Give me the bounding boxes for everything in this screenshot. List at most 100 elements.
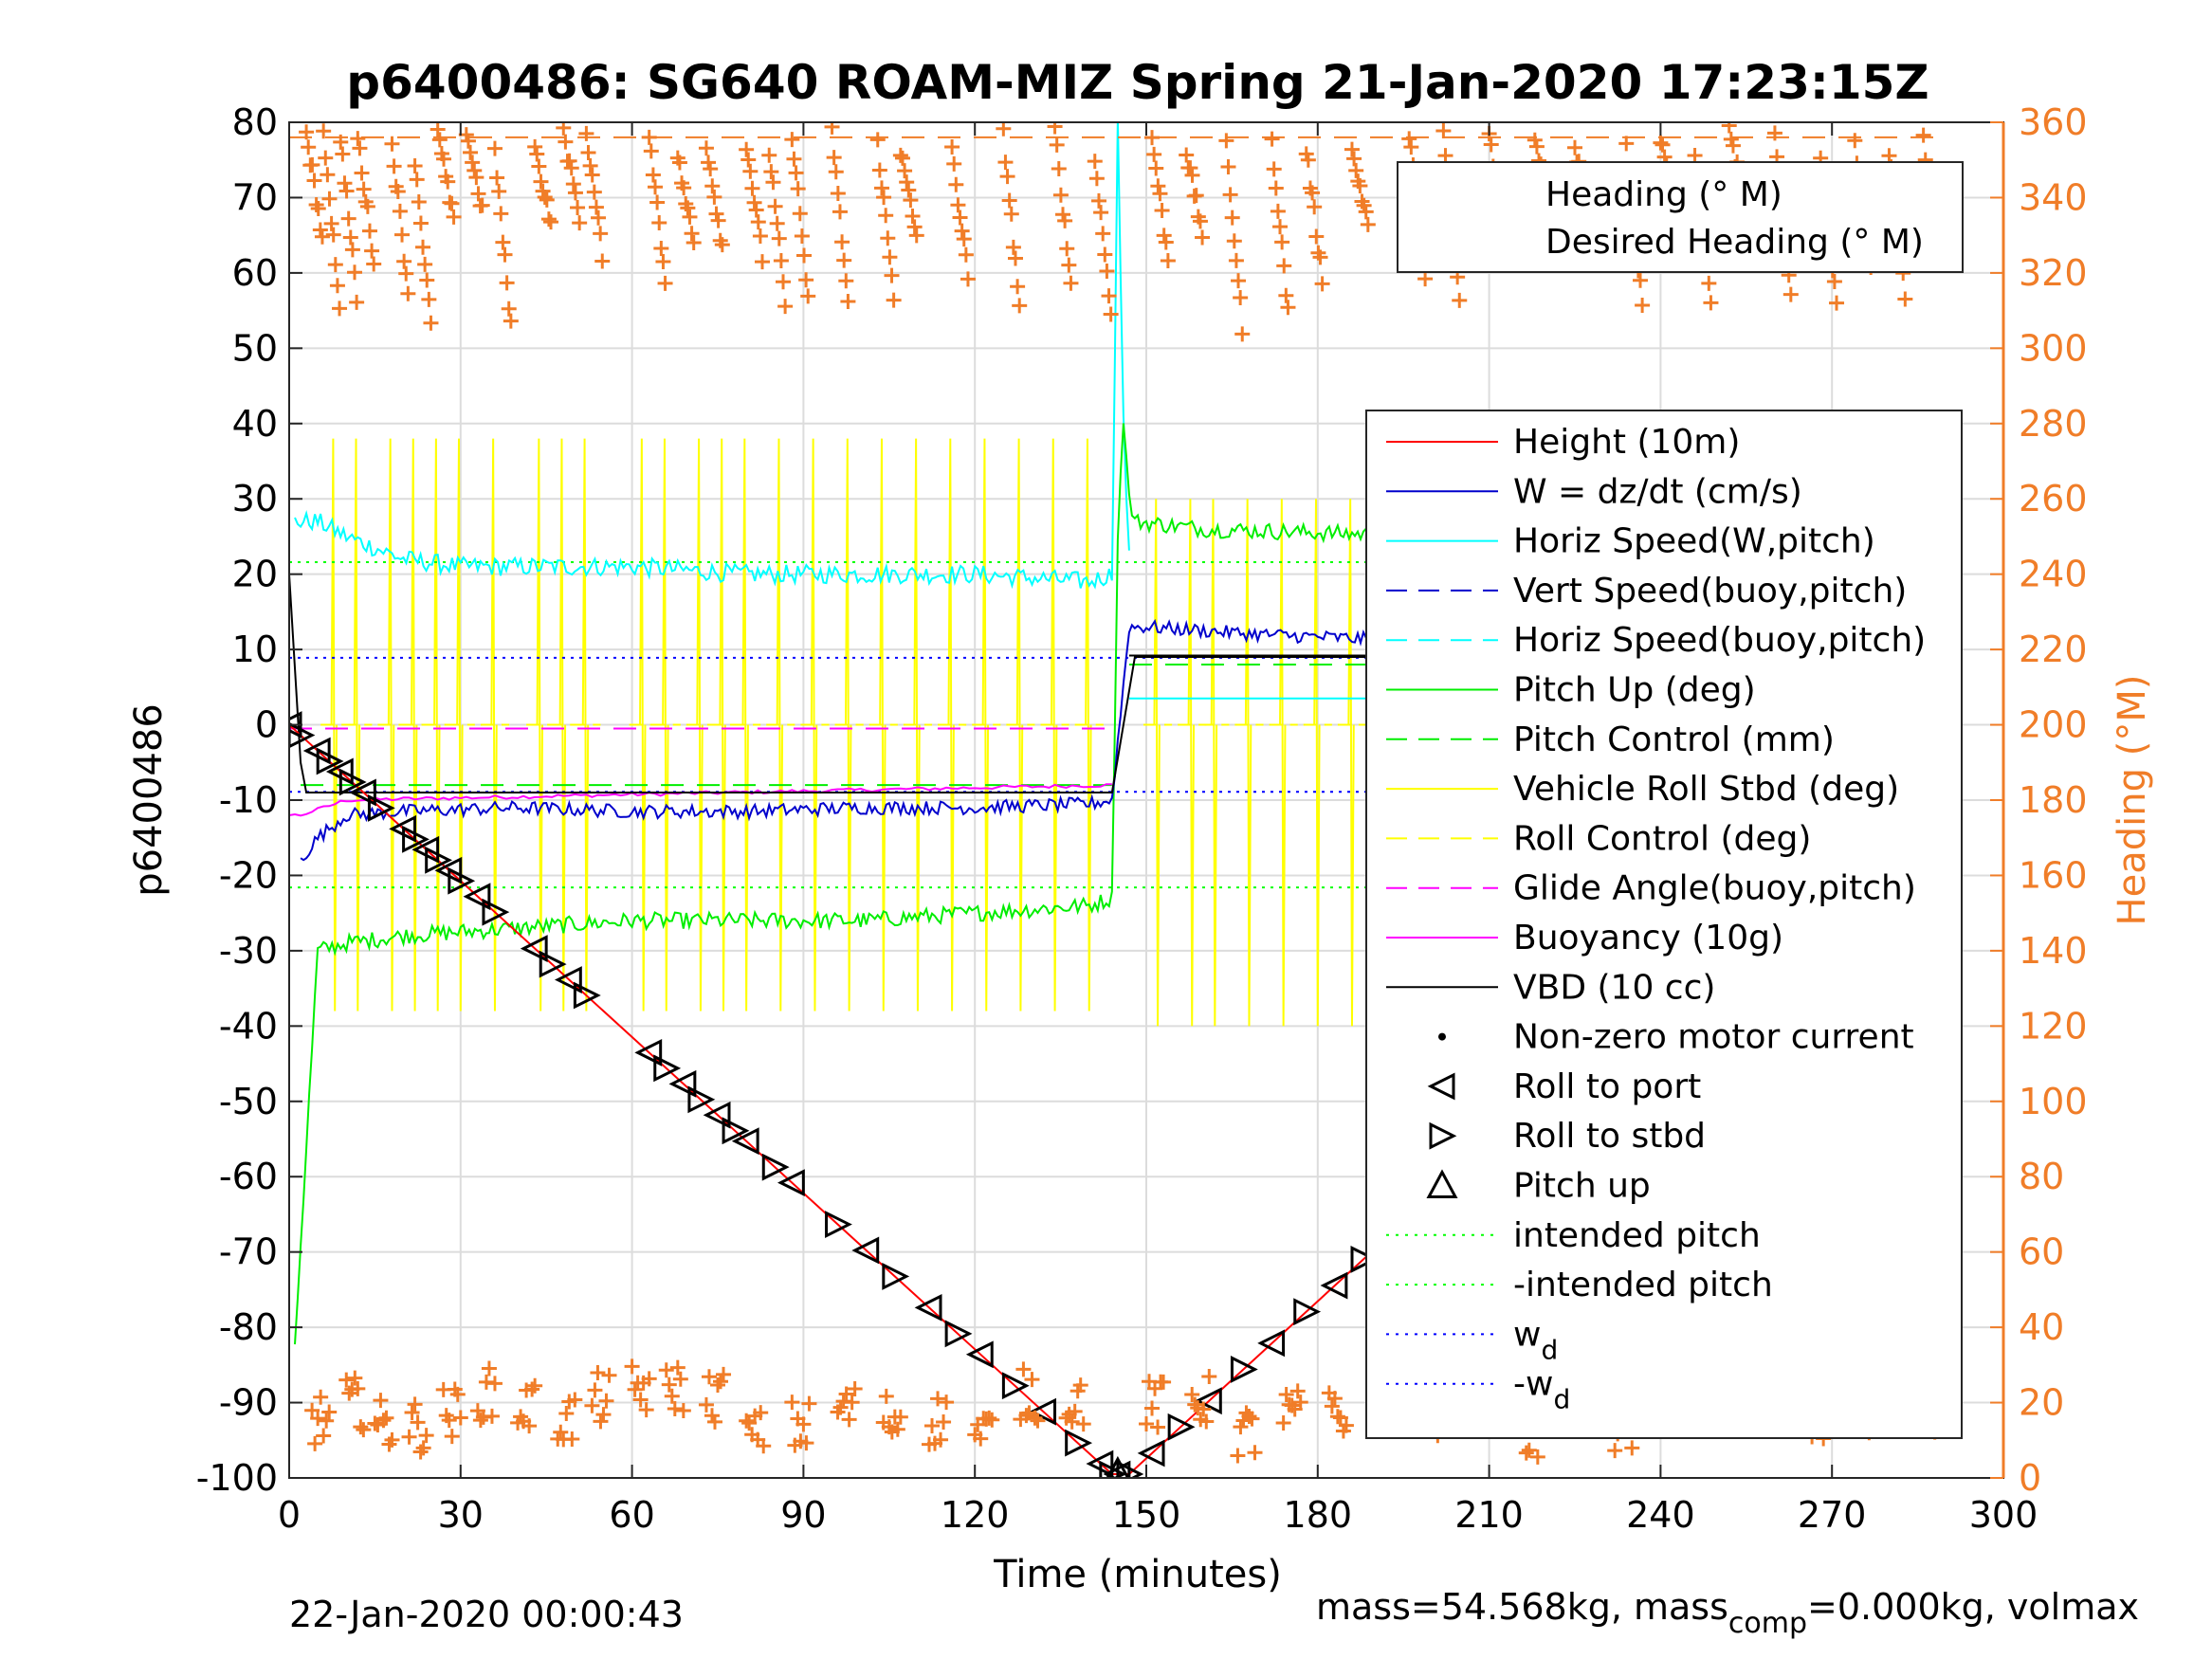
heading-marker: [423, 315, 439, 331]
heading-marker: [527, 138, 543, 155]
roll-marker: [573, 981, 601, 1010]
heading-marker: [306, 173, 322, 189]
heading-marker: [1701, 275, 1717, 291]
heading-marker: [594, 253, 611, 269]
x-tick-label: 150: [1112, 1494, 1181, 1536]
y-right-tick-label: 320: [2019, 252, 2088, 294]
heading-marker: [710, 1377, 725, 1394]
heading-marker: [501, 301, 517, 317]
heading-marker: [901, 182, 917, 198]
heading-marker: [1358, 204, 1374, 220]
heading-marker: [1272, 219, 1289, 235]
heading-marker: [645, 167, 661, 183]
heading-marker: [342, 229, 358, 246]
heading-marker: [840, 293, 856, 309]
vehicle-roll-spike: [433, 438, 441, 1012]
heading-marker: [1275, 1414, 1291, 1431]
y-right-tick-label: 80: [2019, 1156, 2064, 1197]
heading-marker: [672, 1371, 688, 1387]
heading-marker: [1278, 1387, 1294, 1403]
legend-marker-dot: [1438, 1032, 1446, 1041]
heading-marker: [1049, 137, 1065, 153]
heading-marker: [1052, 187, 1069, 203]
heading-marker: [869, 132, 886, 148]
heading-marker: [954, 223, 970, 239]
heading-marker: [463, 144, 479, 160]
legend-label-text: Pitch Up (deg): [1513, 671, 1756, 710]
heading-marker: [337, 175, 353, 191]
heading-marker: [1654, 137, 1671, 153]
heading-marker: [1567, 139, 1582, 155]
heading-marker: [449, 1386, 466, 1402]
heading-marker: [1417, 271, 1434, 287]
legend-label-text: Roll Control (deg): [1513, 819, 1811, 858]
heading-marker: [1097, 246, 1113, 263]
x-tick-label: 120: [941, 1494, 1010, 1536]
heading-marker: [984, 1412, 1000, 1428]
heading-marker: [1088, 171, 1105, 187]
x-tick-label: 210: [1454, 1494, 1524, 1536]
x-tick-label: 60: [609, 1494, 654, 1536]
heading-marker: [834, 234, 850, 250]
legend-label-subscript: d: [1541, 1334, 1558, 1365]
heading-marker: [739, 141, 755, 157]
legend-label: Height (10m): [1513, 423, 1740, 462]
heading-marker: [748, 202, 764, 218]
heading-marker: [1099, 264, 1115, 280]
heading-marker: [1156, 228, 1172, 244]
legend-label-text: Horiz Speed(W,pitch): [1513, 522, 1875, 561]
heading-marker: [570, 200, 586, 216]
legend-label: Roll Control (deg): [1513, 819, 1811, 858]
heading-marker: [580, 145, 596, 161]
heading-marker: [1280, 300, 1296, 316]
heading-marker: [1024, 1372, 1040, 1388]
heading-marker: [561, 153, 577, 169]
vehicle-roll-spike: [330, 438, 338, 1012]
heading-marker: [1326, 1391, 1343, 1407]
heading-marker: [1881, 148, 1897, 164]
roll-marker: [463, 883, 491, 911]
heading-marker: [1230, 1448, 1246, 1464]
heading-marker: [1101, 288, 1117, 304]
heading-marker: [894, 150, 910, 166]
vehicle-roll-spike: [1015, 438, 1024, 1012]
vehicle-roll-spike: [1153, 499, 1161, 1027]
heading-marker: [452, 1410, 468, 1426]
heading-marker: [950, 197, 966, 213]
heading-marker: [1063, 275, 1079, 291]
heading-marker: [543, 214, 559, 230]
heading-marker: [327, 257, 343, 273]
heading-marker: [491, 183, 507, 199]
y-right-tick-label: 20: [2019, 1382, 2064, 1424]
y-tick-label: -30: [219, 930, 278, 972]
legend-label: W = dz/dt (cm/s): [1513, 472, 1802, 511]
heading-marker: [563, 160, 579, 176]
heading-marker: [1437, 148, 1453, 164]
y-tick-label: 50: [232, 327, 278, 369]
heading-marker: [593, 226, 609, 242]
heading-marker: [489, 170, 505, 186]
heading-marker: [638, 1402, 654, 1418]
heading-marker: [521, 1418, 538, 1434]
main-legend: Height (10m) W = dz/dt (cm/s) Horiz Speed(…: [1365, 410, 1963, 1439]
heading-marker: [386, 158, 402, 174]
legend-label: intended pitch: [1513, 1216, 1761, 1255]
heading-marker: [763, 164, 779, 180]
heading-marker: [497, 246, 513, 263]
heading-marker: [792, 206, 808, 222]
heading-marker: [1266, 161, 1282, 177]
heading-marker: [304, 156, 320, 173]
heading-marker: [301, 139, 317, 155]
footer-mass: mass=54.568kg, masscomp=0.000kg, volmax: [1316, 1586, 2139, 1640]
heading-marker: [794, 228, 810, 244]
heading-marker: [347, 1370, 363, 1386]
heading-marker: [361, 223, 377, 239]
heading-marker: [1072, 1377, 1088, 1394]
heading-marker: [524, 1381, 540, 1397]
legend-label: Pitch Control (mm): [1513, 720, 1835, 759]
heading-marker: [444, 1429, 460, 1445]
heading-marker: [744, 180, 760, 196]
heading-marker: [752, 228, 768, 245]
heading-marker: [667, 1400, 683, 1416]
legend-label-text: w: [1513, 1315, 1541, 1354]
